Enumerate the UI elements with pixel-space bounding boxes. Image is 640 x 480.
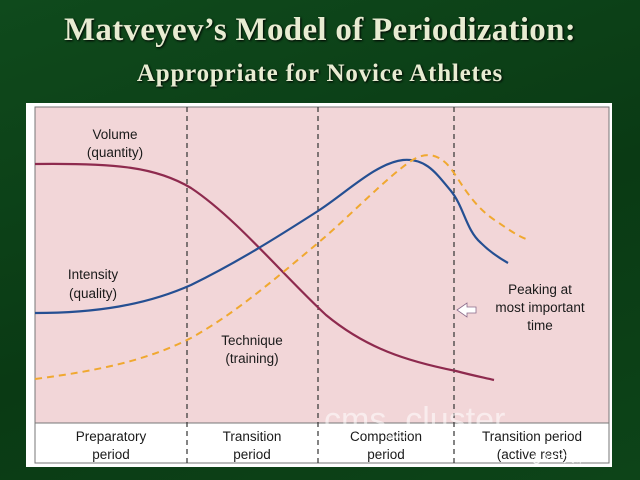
period-3-line2: period bbox=[367, 447, 405, 462]
periodization-diagram: Volume (quantity) Intensity (quality) Te… bbox=[34, 106, 610, 465]
peak-label-line2: most important bbox=[495, 300, 585, 315]
intensity-label-line2: (quality) bbox=[69, 286, 117, 301]
period-1-line2: period bbox=[92, 447, 130, 462]
technique-label-line2: (training) bbox=[225, 351, 278, 366]
plot-area bbox=[34, 106, 610, 424]
watermark-credit: @AXF文希 bbox=[531, 451, 585, 465]
peak-label-line1: Peaking at bbox=[508, 282, 572, 297]
period-row bbox=[34, 422, 610, 464]
period-4-line2: (active rest) bbox=[497, 447, 568, 462]
technique-curve bbox=[34, 154, 527, 380]
volume-label-line1: Volume bbox=[92, 127, 137, 142]
technique-label-line1: Technique bbox=[221, 333, 283, 348]
period-2-line1: Transition bbox=[223, 429, 282, 444]
intensity-curve bbox=[34, 158, 509, 315]
diagram-panel: Volume (quantity) Intensity (quality) Te… bbox=[26, 103, 612, 467]
volume-label-line2: (quantity) bbox=[87, 145, 143, 160]
volume-curve bbox=[34, 162, 495, 382]
period-2-line2: period bbox=[233, 447, 271, 462]
period-4-line1: Transition period bbox=[482, 429, 582, 444]
peak-label-line3: time bbox=[527, 318, 553, 333]
period-3-line1: Competition bbox=[350, 429, 422, 444]
intensity-label-line1: Intensity bbox=[68, 267, 119, 282]
period-1-line1: Preparatory bbox=[76, 429, 147, 444]
slide-subtitle: Appropriate for Novice Athletes bbox=[136, 60, 504, 87]
slide-title: Matveyev’s Model of Periodization: bbox=[63, 12, 577, 48]
left-arrow-icon bbox=[456, 302, 477, 318]
watermark-text: cms_cluster bbox=[324, 401, 505, 439]
